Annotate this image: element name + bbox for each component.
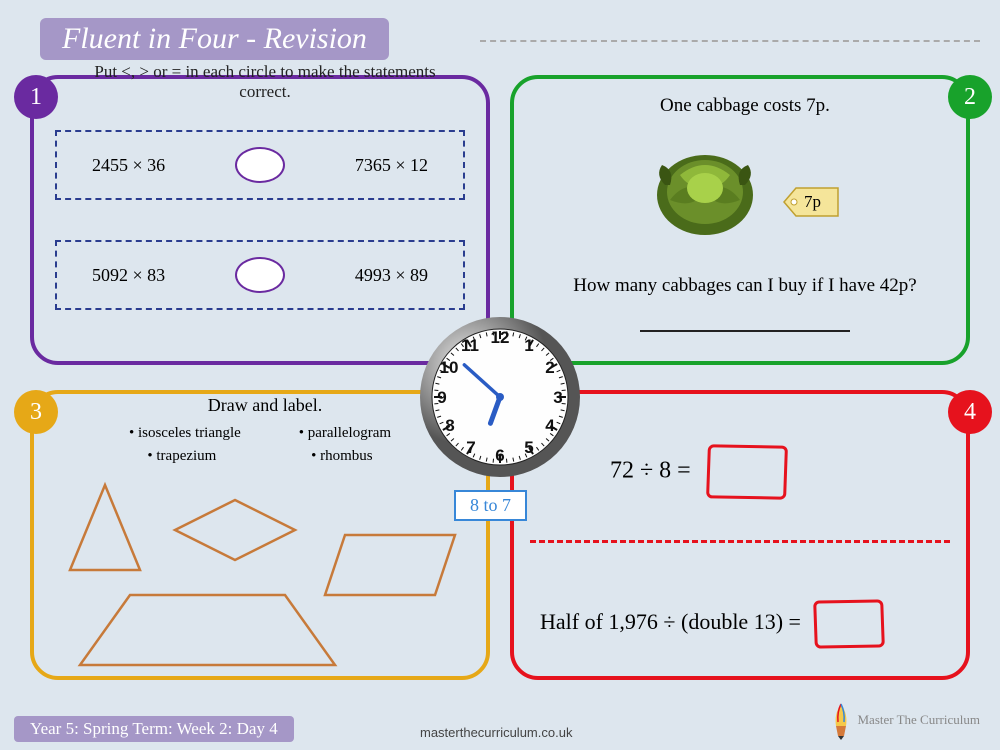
eq2-right: 4993 × 89 [355, 265, 428, 286]
shape-label: • rhombus [311, 448, 373, 465]
clock-label: 8 to 7 [454, 490, 527, 521]
header-divider [480, 40, 980, 42]
badge-3: 3 [14, 390, 58, 434]
site-url: masterthecurriculum.co.uk [420, 725, 572, 740]
svg-text:8: 8 [445, 416, 454, 435]
p1-instruction: Put <, > or = in each circle to make the… [80, 62, 450, 102]
p2-statement: One cabbage costs 7p. [560, 95, 930, 117]
price-value: 7p [804, 192, 821, 211]
brand-label: Master The Curriculum [828, 702, 980, 740]
answer-oval[interactable] [235, 257, 285, 293]
p3-list-row1: • isosceles triangle • parallelogram [100, 425, 420, 442]
badge-1: 1 [14, 75, 58, 119]
answer-box[interactable] [706, 444, 788, 499]
p4-equation-2: Half of 1,976 ÷ (double 13) = [540, 600, 884, 648]
shape-label: • isosceles triangle [129, 425, 241, 442]
p3-title: Draw and label. [140, 395, 390, 416]
shape-label: • parallelogram [299, 425, 391, 442]
answer-oval[interactable] [235, 147, 285, 183]
badge-4: 4 [948, 390, 992, 434]
badge-2: 2 [948, 75, 992, 119]
eq2-left: 5092 × 83 [92, 265, 165, 286]
cabbage-icon [650, 130, 780, 240]
shapes-drawing [55, 475, 475, 675]
p4-divider [530, 540, 950, 543]
p4-equation-1: 72 ÷ 8 = [610, 445, 787, 499]
p3-list-row2: • trapezium • rhombus [100, 448, 420, 465]
p2-question: How many cabbages can I buy if I have 42… [540, 275, 950, 297]
p1-equation-2: 5092 × 83 4993 × 89 [55, 240, 465, 310]
clock-icon: 12 1 2 3 4 5 6 7 8 9 10 11 [418, 315, 582, 479]
p1-equation-1: 2455 × 36 7365 × 12 [55, 130, 465, 200]
eq1-left: 2455 × 36 [92, 155, 165, 176]
price-tag: 7p [790, 190, 807, 210]
svg-text:4: 4 [545, 416, 555, 435]
footer-label: Year 5: Spring Term: Week 2: Day 4 [14, 716, 294, 742]
shape-label: • trapezium [147, 448, 216, 465]
answer-box[interactable] [814, 599, 886, 648]
page-title: Fluent in Four - Revision [40, 18, 389, 60]
eq1-right: 7365 × 12 [355, 155, 428, 176]
p2-answer-line[interactable] [640, 330, 850, 332]
